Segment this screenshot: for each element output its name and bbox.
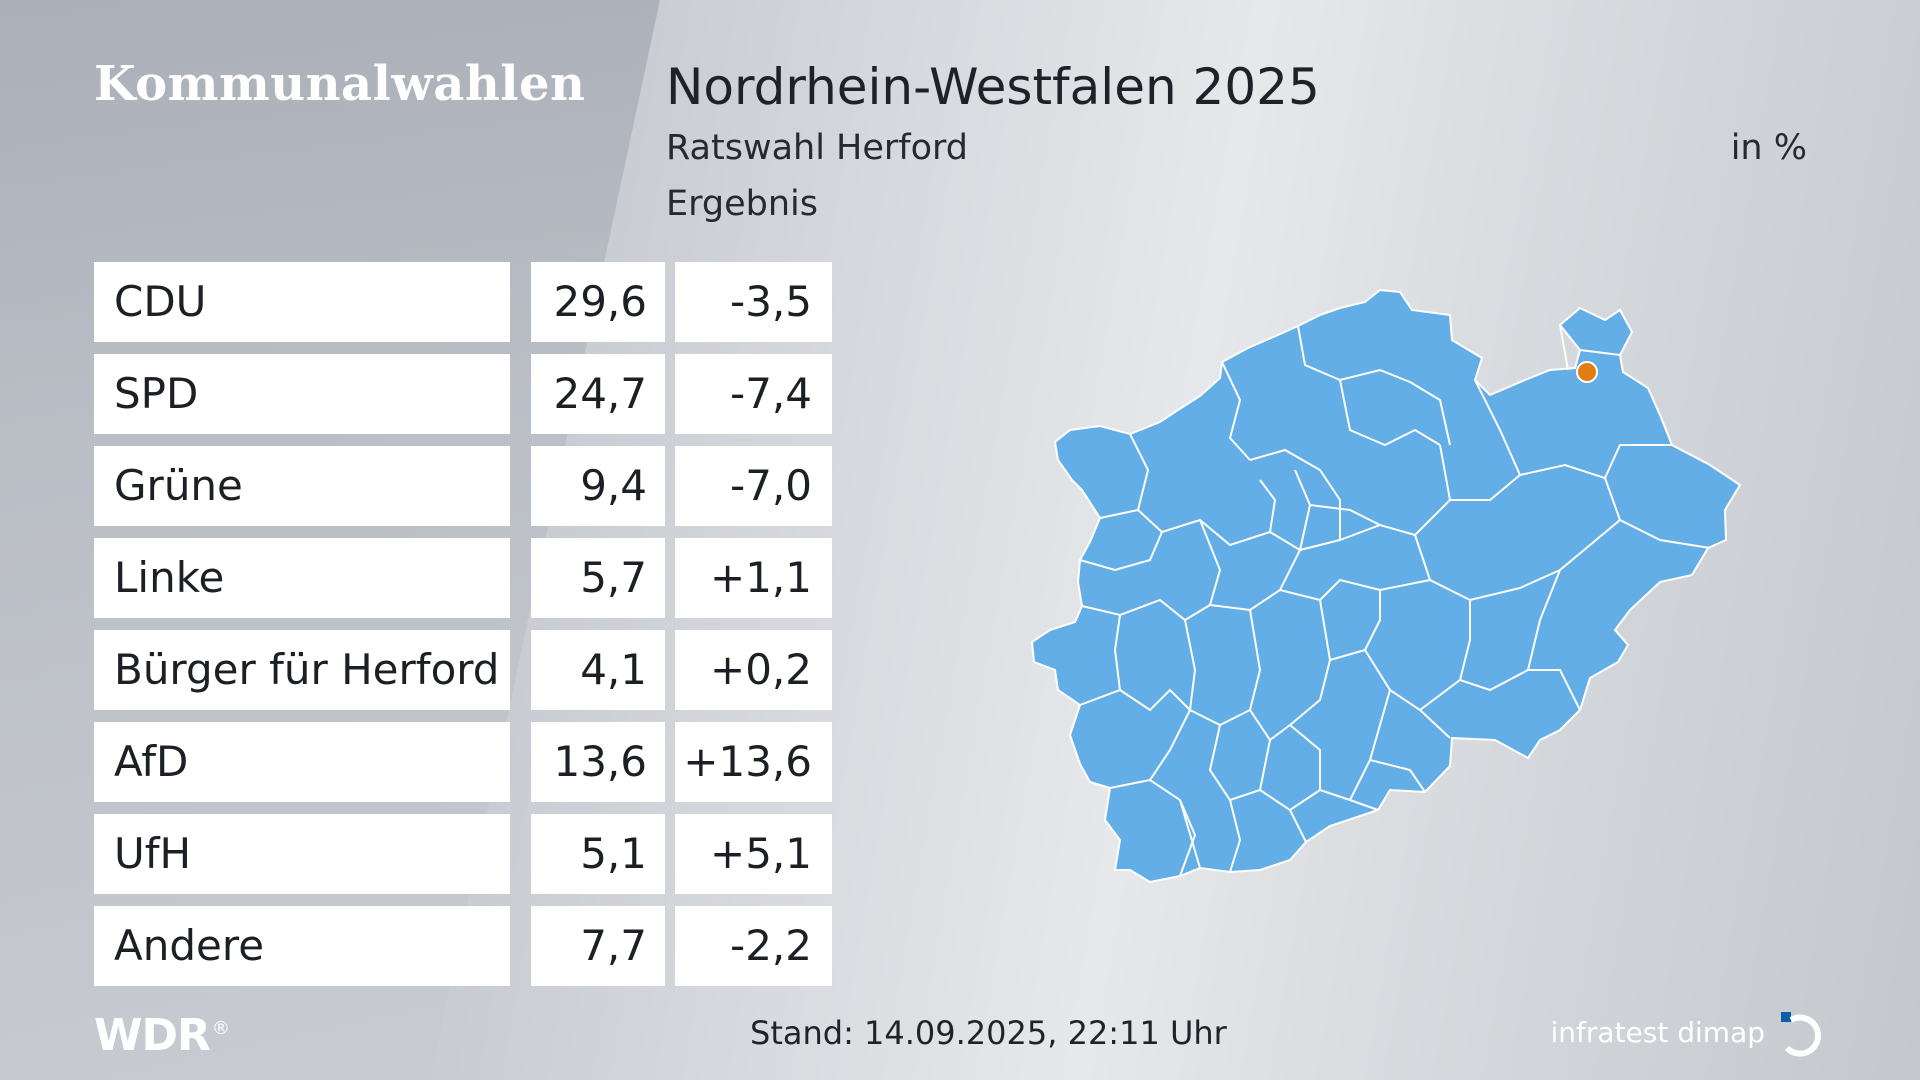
- result-row: AfD 13,6 +13,6: [94, 722, 832, 802]
- results-table: CDU 29,6 -3,5 SPD 24,7 -7,4 Grüne 9,4 -7…: [94, 262, 832, 998]
- party-change: -7,0: [675, 446, 832, 526]
- party-value: 29,6: [531, 262, 665, 342]
- result-row: Andere 7,7 -2,2: [94, 906, 832, 986]
- timestamp: Stand: 14.09.2025, 22:11 Uhr: [750, 1014, 1227, 1052]
- party-change: -3,5: [675, 262, 832, 342]
- party-change: +13,6: [675, 722, 832, 802]
- party-name: Andere: [94, 906, 510, 986]
- district-borders: [1079, 324, 1711, 877]
- party-name: UfH: [94, 814, 510, 894]
- party-value: 24,7: [531, 354, 665, 434]
- result-row: Bürger für Herford 4,1 +0,2: [94, 630, 832, 710]
- result-label: Ergebnis: [666, 184, 818, 224]
- subtitle: Ratswahl Herford: [666, 128, 969, 168]
- party-change: +0,2: [675, 630, 832, 710]
- party-change: +1,1: [675, 538, 832, 618]
- result-row: SPD 24,7 -7,4: [94, 354, 832, 434]
- party-value: 5,1: [531, 814, 665, 894]
- party-value: 5,7: [531, 538, 665, 618]
- party-change: -2,2: [675, 906, 832, 986]
- party-value: 9,4: [531, 446, 665, 526]
- party-value: 4,1: [531, 630, 665, 710]
- credit-text: infratest dimap: [1550, 1016, 1765, 1049]
- nrw-map: [1030, 288, 1742, 884]
- party-name: Linke: [94, 538, 510, 618]
- wdr-logo: WDR ®: [94, 1010, 230, 1061]
- nrw-outline: [1030, 288, 1742, 884]
- result-row: UfH 5,1 +5,1: [94, 814, 832, 894]
- party-name: CDU: [94, 262, 510, 342]
- party-value: 7,7: [531, 906, 665, 986]
- result-row: Grüne 9,4 -7,0: [94, 446, 832, 526]
- party-change: +5,1: [675, 814, 832, 894]
- herford-marker: [1576, 361, 1598, 383]
- party-change: -7,4: [675, 354, 832, 434]
- party-name: AfD: [94, 722, 510, 802]
- series-title: Kommunalwahlen: [94, 56, 586, 112]
- page-title: Nordrhein-Westfalen 2025: [666, 58, 1320, 116]
- registered-mark: ®: [211, 1018, 230, 1040]
- unit-label: in %: [1730, 128, 1807, 168]
- wdr-logo-text: WDR: [94, 1010, 211, 1061]
- result-row: CDU 29,6 -3,5: [94, 262, 832, 342]
- result-row: Linke 5,7 +1,1: [94, 538, 832, 618]
- infratest-dimap-icon: [1781, 1012, 1822, 1057]
- party-value: 13,6: [531, 722, 665, 802]
- party-name: SPD: [94, 354, 510, 434]
- party-name: Bürger für Herford: [94, 630, 510, 710]
- party-name: Grüne: [94, 446, 510, 526]
